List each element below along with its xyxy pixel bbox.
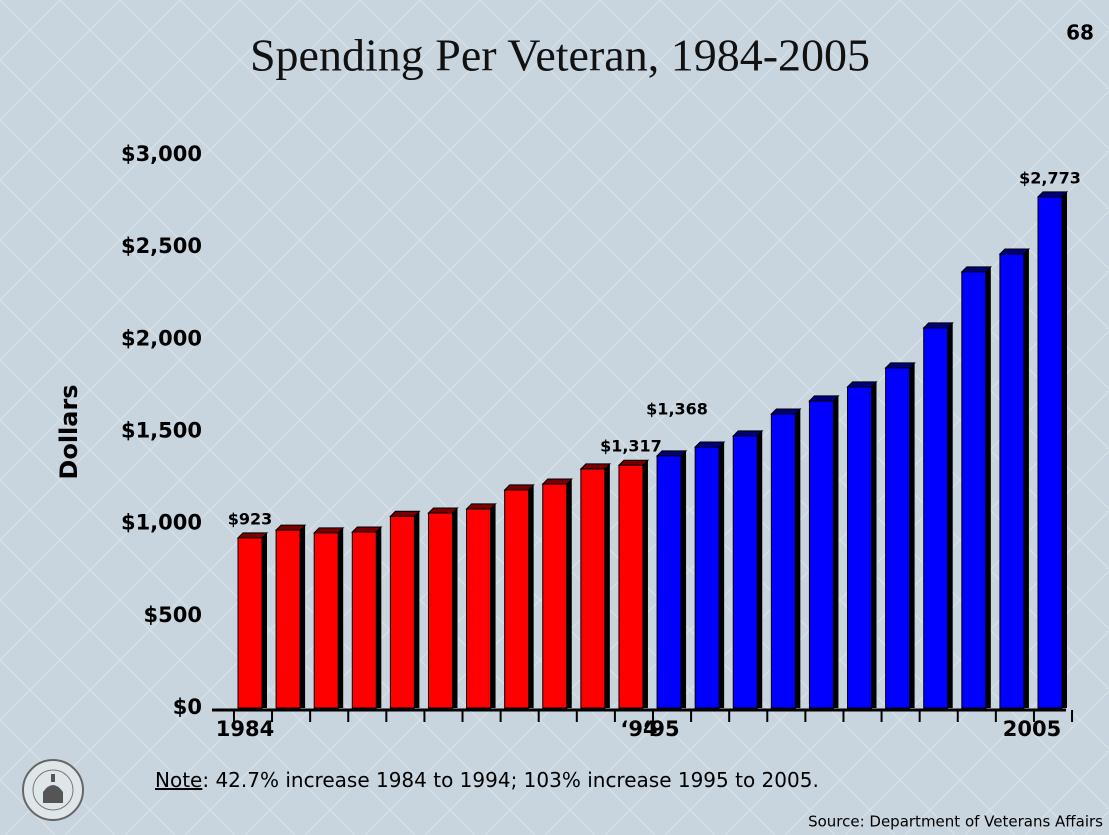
bar-top — [693, 441, 726, 448]
y-tick-label: $2,000 — [121, 326, 202, 350]
bar-side — [909, 362, 915, 708]
y-tick-label: $0 — [173, 695, 202, 719]
bar-top — [922, 322, 954, 329]
bar — [770, 413, 796, 709]
bar — [237, 537, 263, 709]
bar-side — [1023, 248, 1029, 708]
bar-top — [503, 484, 535, 491]
data-label: $2,773 — [1019, 168, 1081, 187]
bar-side — [338, 527, 344, 708]
bar — [504, 489, 530, 709]
bar — [618, 464, 644, 709]
y-tick-label: $1,000 — [121, 511, 202, 535]
bar — [466, 508, 492, 709]
bar-side — [833, 395, 839, 708]
bar-side — [376, 526, 382, 708]
y-axis-label: Dollars — [55, 384, 83, 479]
bar-top — [655, 450, 688, 457]
page-number: 68 — [1066, 21, 1094, 45]
bar-side — [300, 525, 306, 708]
y-tick-label: $2,500 — [121, 234, 202, 258]
bar — [847, 386, 873, 709]
bar-side — [871, 381, 877, 708]
bar-top — [960, 266, 993, 273]
bar-top — [998, 248, 1031, 255]
bar — [961, 271, 987, 709]
bar-side — [452, 507, 458, 708]
bar-top — [541, 478, 573, 485]
bar-top — [274, 524, 307, 531]
bar-top — [579, 463, 612, 470]
bar-side — [757, 430, 763, 708]
x-tick-label: ‘95 — [642, 717, 679, 741]
bar-top — [236, 532, 269, 539]
bar — [808, 400, 834, 709]
bar-side — [414, 511, 420, 708]
bar-top — [351, 526, 383, 533]
chart-title: Spending Per Veteran, 1984-2005 — [250, 30, 870, 81]
bar-side — [1062, 191, 1067, 708]
note-text: : 42.7% increase 1984 to 1994; 103% incr… — [202, 768, 818, 792]
bar — [351, 531, 377, 709]
bar-top — [312, 527, 345, 534]
bar — [656, 455, 682, 709]
bar-side — [528, 484, 534, 708]
bar-top — [770, 408, 802, 415]
y-tick-label: $1,500 — [121, 419, 202, 443]
bar-top — [1036, 191, 1069, 198]
bar — [732, 435, 758, 709]
bar — [1037, 196, 1063, 709]
bar-side — [795, 408, 801, 708]
y-tick-label: $500 — [144, 603, 202, 627]
bar-top — [884, 362, 916, 369]
bar — [885, 367, 911, 709]
bar-side — [604, 463, 610, 708]
bar-side — [566, 479, 572, 708]
note-label: Note — [155, 768, 202, 792]
bar-top — [389, 510, 421, 517]
y-tick-label: $3,000 — [121, 142, 202, 166]
bar — [580, 468, 606, 709]
bar-side — [262, 532, 267, 708]
bar-top — [465, 503, 497, 510]
bar — [389, 515, 415, 709]
bar — [313, 532, 339, 709]
bar-side — [642, 460, 648, 708]
x-tick-label: ‘94 — [620, 717, 657, 741]
bar-top — [427, 507, 459, 514]
bar-top — [617, 459, 650, 466]
bar — [275, 529, 301, 709]
bar-side — [681, 450, 687, 708]
bar — [694, 446, 720, 709]
bar-side — [719, 441, 725, 708]
logo — [22, 759, 84, 821]
bar-side — [490, 503, 496, 708]
bar-side — [985, 266, 991, 708]
bar-top — [846, 381, 878, 388]
x-tick-label: 1984 — [216, 717, 274, 741]
bar-side — [947, 322, 953, 708]
bar-top — [808, 395, 840, 402]
data-label: $923 — [228, 509, 273, 528]
bar — [542, 483, 568, 709]
x-tick-label: 2005 — [1003, 717, 1061, 741]
data-label: $1,317 — [600, 437, 662, 456]
source: Source: Department of Veterans Affairs — [808, 813, 1103, 831]
bar — [999, 253, 1025, 709]
note: Note: 42.7% increase 1984 to 1994; 103% … — [155, 768, 819, 792]
data-label: $1,368 — [646, 399, 708, 418]
bar — [427, 512, 453, 709]
bar-top — [732, 430, 764, 437]
bar — [923, 327, 949, 709]
